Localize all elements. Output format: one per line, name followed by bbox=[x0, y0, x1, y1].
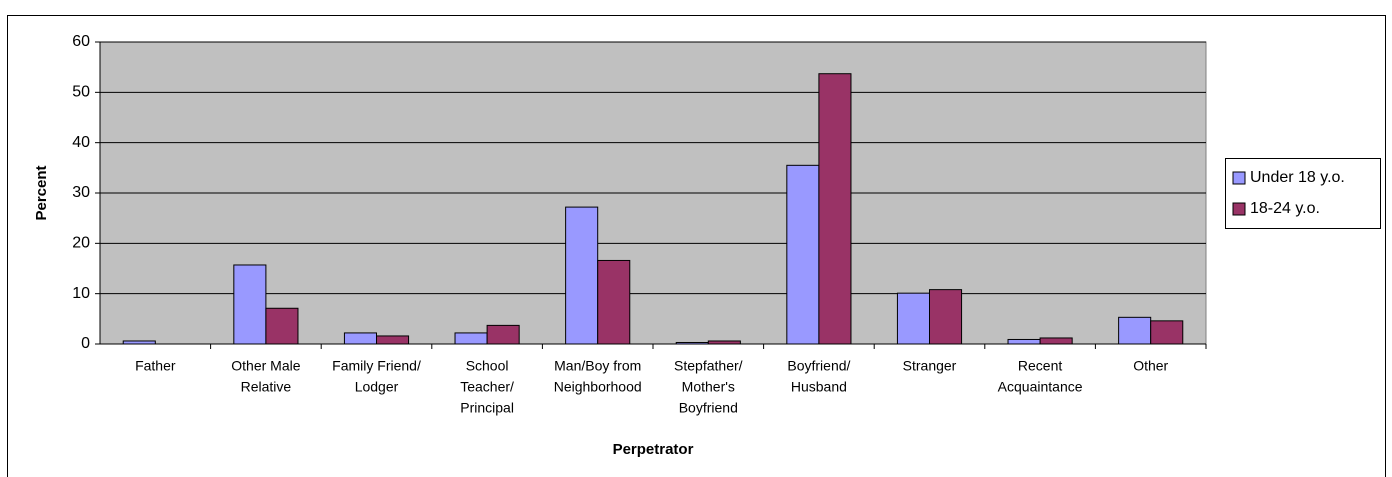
x-tick-label: Neighborhood bbox=[554, 379, 642, 395]
x-tick-label: Lodger bbox=[355, 379, 399, 395]
bar bbox=[122, 340, 156, 345]
y-tick-label: 10 bbox=[72, 285, 90, 302]
x-axis-label: Perpetrator bbox=[613, 441, 694, 458]
bar bbox=[454, 332, 488, 345]
x-tick-label: Relative bbox=[241, 379, 292, 395]
bar bbox=[486, 324, 520, 345]
y-tick-label: 60 bbox=[72, 33, 90, 50]
legend-label: 18-24 y.o. bbox=[1250, 200, 1320, 217]
bar bbox=[786, 164, 820, 345]
x-tick-label: Stepfather/ bbox=[674, 358, 743, 374]
bar bbox=[1118, 316, 1152, 345]
x-tick-label: Acquaintance bbox=[998, 379, 1083, 395]
x-tick-label: Recent bbox=[1018, 358, 1062, 374]
y-tick-label: 40 bbox=[72, 134, 90, 151]
bar bbox=[265, 307, 299, 345]
legend-swatch bbox=[1232, 202, 1246, 216]
bar bbox=[929, 289, 963, 345]
bar bbox=[1007, 338, 1041, 345]
x-tick-label: Boyfriend/ bbox=[787, 358, 850, 374]
bar bbox=[707, 340, 741, 345]
bar bbox=[597, 259, 631, 345]
bar bbox=[896, 292, 931, 345]
bar bbox=[565, 206, 599, 345]
y-tick-label: 50 bbox=[72, 84, 90, 101]
x-tick-label: Mother's bbox=[682, 379, 735, 395]
y-tick-label: 20 bbox=[72, 235, 90, 252]
bar bbox=[376, 335, 410, 345]
x-tick-label: Man/Boy from bbox=[554, 358, 641, 374]
bar bbox=[675, 341, 709, 345]
legend bbox=[1225, 158, 1381, 229]
x-tick-label: Family Friend/ bbox=[332, 358, 421, 374]
x-tick-label: Boyfriend bbox=[679, 400, 738, 416]
bar bbox=[818, 73, 852, 345]
y-tick-label: 0 bbox=[81, 335, 90, 352]
legend-swatch bbox=[1232, 171, 1246, 185]
x-tick-label: Other Male bbox=[231, 358, 300, 374]
bar bbox=[343, 332, 377, 345]
y-tick-label: 30 bbox=[72, 184, 90, 201]
bar bbox=[1150, 320, 1184, 345]
x-tick-label: School bbox=[466, 358, 509, 374]
x-tick-label: Principal bbox=[460, 400, 514, 416]
bar bbox=[1039, 337, 1073, 345]
x-tick-label: Teacher/ bbox=[460, 379, 514, 395]
x-tick-label: Other bbox=[1133, 358, 1168, 374]
y-axis-label: Percent bbox=[33, 165, 50, 220]
x-tick-label: Father bbox=[135, 358, 176, 374]
bar bbox=[233, 264, 267, 345]
x-tick-label: Husband bbox=[791, 379, 847, 395]
legend-label: Under 18 y.o. bbox=[1250, 169, 1345, 186]
x-tick-label: Stranger bbox=[903, 358, 957, 374]
